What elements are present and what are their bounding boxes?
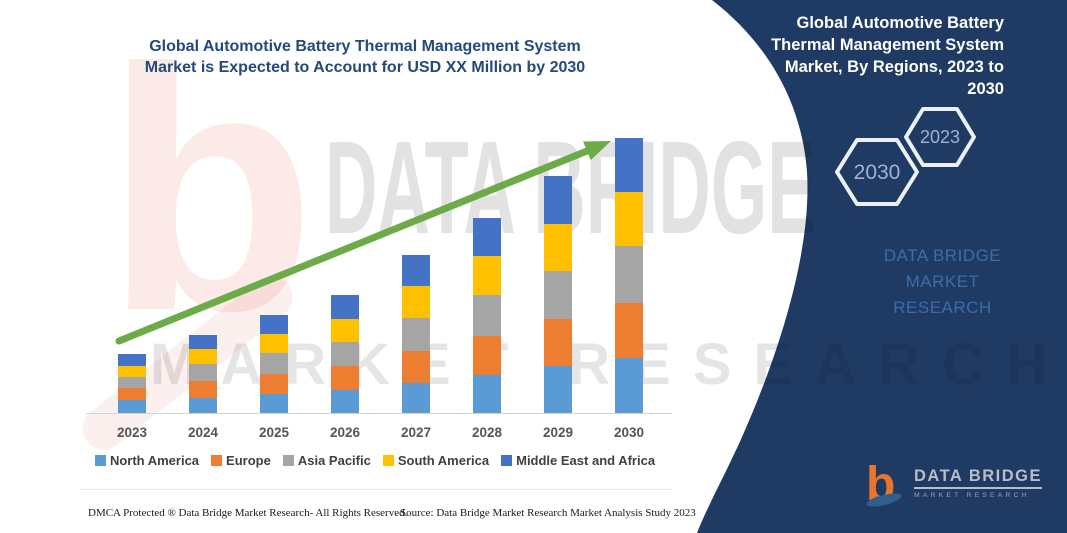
footer-separator-line [80, 489, 672, 490]
trend-arrow-head [583, 141, 611, 161]
bar-segment-middle-east-and-africa [402, 255, 430, 286]
bar-segment-north-america [473, 375, 501, 413]
bar-segment-middle-east-and-africa [544, 176, 572, 224]
bar-segment-europe [544, 319, 572, 366]
bar-segment-europe [189, 381, 217, 398]
panel-title: Global Automotive Battery Thermal Manage… [704, 12, 1004, 100]
logo-subtitle: MARKET RESEARCH [913, 492, 1030, 499]
chart-title-line2: Market is Expected to Account for USD XX… [144, 59, 586, 76]
legend-item-asia-pacific: Asia Pacific [282, 453, 371, 468]
bar-segment-north-america [402, 383, 430, 413]
hexagon-badge-2023: 2023 [904, 107, 976, 167]
ribbon-shape [697, 0, 1067, 533]
bar-segment-south-america [260, 334, 288, 353]
bar-segment-south-america [544, 224, 572, 271]
legend-swatch [382, 455, 394, 466]
legend-label: Middle East and Africa [516, 453, 656, 468]
bar-segment-middle-east-and-africa [260, 315, 288, 334]
bar-segment-asia-pacific [118, 377, 146, 388]
bar-segment-europe [331, 366, 359, 390]
axis-label-2023: 2023 [116, 425, 148, 440]
legend-label: Asia Pacific [297, 453, 371, 468]
chart-title-line1: Global Automotive Battery Thermal Manage… [149, 38, 581, 55]
panel-title-line1: Global Automotive Battery [796, 14, 1005, 32]
axis-label-2030: 2030 [613, 425, 645, 440]
bar-segment-south-america [473, 256, 501, 295]
bar-segment-north-america [331, 390, 359, 413]
hexagon-badge-2030: 2030 [835, 138, 919, 206]
legend-swatch [211, 455, 223, 466]
axis-label-2024: 2024 [187, 425, 219, 440]
bar-segment-south-america [189, 349, 217, 364]
bar-segment-europe [118, 388, 146, 400]
bar-segment-asia-pacific [615, 246, 643, 303]
hexagon-2023-label: 2023 [920, 127, 960, 147]
logo-name: DATA BRIDGE [913, 467, 1042, 489]
brand-wordmark-line1: DATA BRIDGE MARKET [883, 246, 1002, 291]
bar-segment-south-america [402, 286, 430, 318]
bar-segment-south-america [118, 366, 146, 377]
bar-segment-middle-east-and-africa [331, 295, 359, 319]
bar-segment-europe [473, 336, 501, 375]
logo-swoosh [866, 493, 902, 507]
bar-segment-europe [260, 374, 288, 394]
bar-segment-north-america [544, 366, 572, 413]
logo-b-icon: b [866, 458, 902, 508]
hexagon-2023-outline [904, 107, 976, 167]
axis-label-2026: 2026 [329, 425, 361, 440]
bar-segment-south-america [331, 319, 359, 342]
legend-label: Europe [226, 453, 271, 468]
hexagon-2030-outline [835, 138, 919, 206]
bar-segment-asia-pacific [473, 295, 501, 336]
bar-segment-middle-east-and-africa [615, 138, 643, 192]
legend-item-europe: Europe [211, 453, 271, 468]
legend-item-north-america: North America [94, 453, 200, 468]
bar-segment-north-america [615, 358, 643, 413]
panel-title-line3: Market, By Regions, 2023 to [784, 58, 1004, 76]
bar-segment-middle-east-and-africa [473, 218, 501, 256]
brand-wordmark-line2: RESEARCH [893, 298, 992, 317]
axis-label-2029: 2029 [542, 425, 574, 440]
footer-dmca-text: DMCA Protected ® Data Bridge Market Rese… [88, 507, 408, 519]
panel-title-line2: Thermal Management System [771, 36, 1004, 54]
legend-swatch [282, 455, 294, 466]
logo-text-block: DATA BRIDGE MARKET RESEARCH [913, 467, 1042, 499]
company-logo: b DATA BRIDGE MARKET RESEARCH [864, 458, 1042, 508]
bar-segment-asia-pacific [402, 318, 430, 351]
axis-label-2025: 2025 [258, 425, 290, 440]
footer-source-text: Source: Data Bridge Market Research Mark… [400, 507, 696, 519]
chart-legend: North America Europe Asia Pacific South Ame… [78, 453, 672, 468]
bar-segment-asia-pacific [544, 271, 572, 319]
bar-segment-asia-pacific [189, 364, 217, 381]
bar-segment-north-america [189, 398, 217, 413]
legend-label: North America [109, 453, 200, 468]
legend-item-south-america: South America [382, 453, 490, 468]
bar-segment-north-america [118, 400, 146, 413]
bar-segment-europe [615, 303, 643, 358]
trend-arrow-shaft [115, 147, 591, 345]
bar-segment-north-america [260, 394, 288, 413]
bar-segment-asia-pacific [331, 342, 359, 366]
axis-label-2027: 2027 [400, 425, 432, 440]
hexagon-2030-label: 2030 [854, 161, 901, 184]
chart-title: Global Automotive Battery Thermal Manage… [105, 36, 625, 78]
watermark-text-spaced: MARKET RESEARCH [150, 332, 1067, 397]
bar-segment-middle-east-and-africa [189, 335, 217, 349]
panel-title-line4: 2030 [967, 80, 1004, 98]
axis-label-2028: 2028 [471, 425, 503, 440]
legend-label: South America [397, 453, 490, 468]
brand-wordmark: DATA BRIDGE MARKET RESEARCH [845, 243, 1040, 321]
x-axis-line [86, 413, 672, 414]
bar-segment-south-america [615, 192, 643, 246]
bar-segment-asia-pacific [260, 353, 288, 374]
bar-segment-europe [402, 351, 430, 383]
bar-segment-middle-east-and-africa [118, 354, 146, 366]
legend-item-middle-east-and-africa: Middle East and Africa [501, 453, 655, 468]
legend-swatch [94, 455, 106, 466]
legend-swatch [501, 455, 513, 466]
